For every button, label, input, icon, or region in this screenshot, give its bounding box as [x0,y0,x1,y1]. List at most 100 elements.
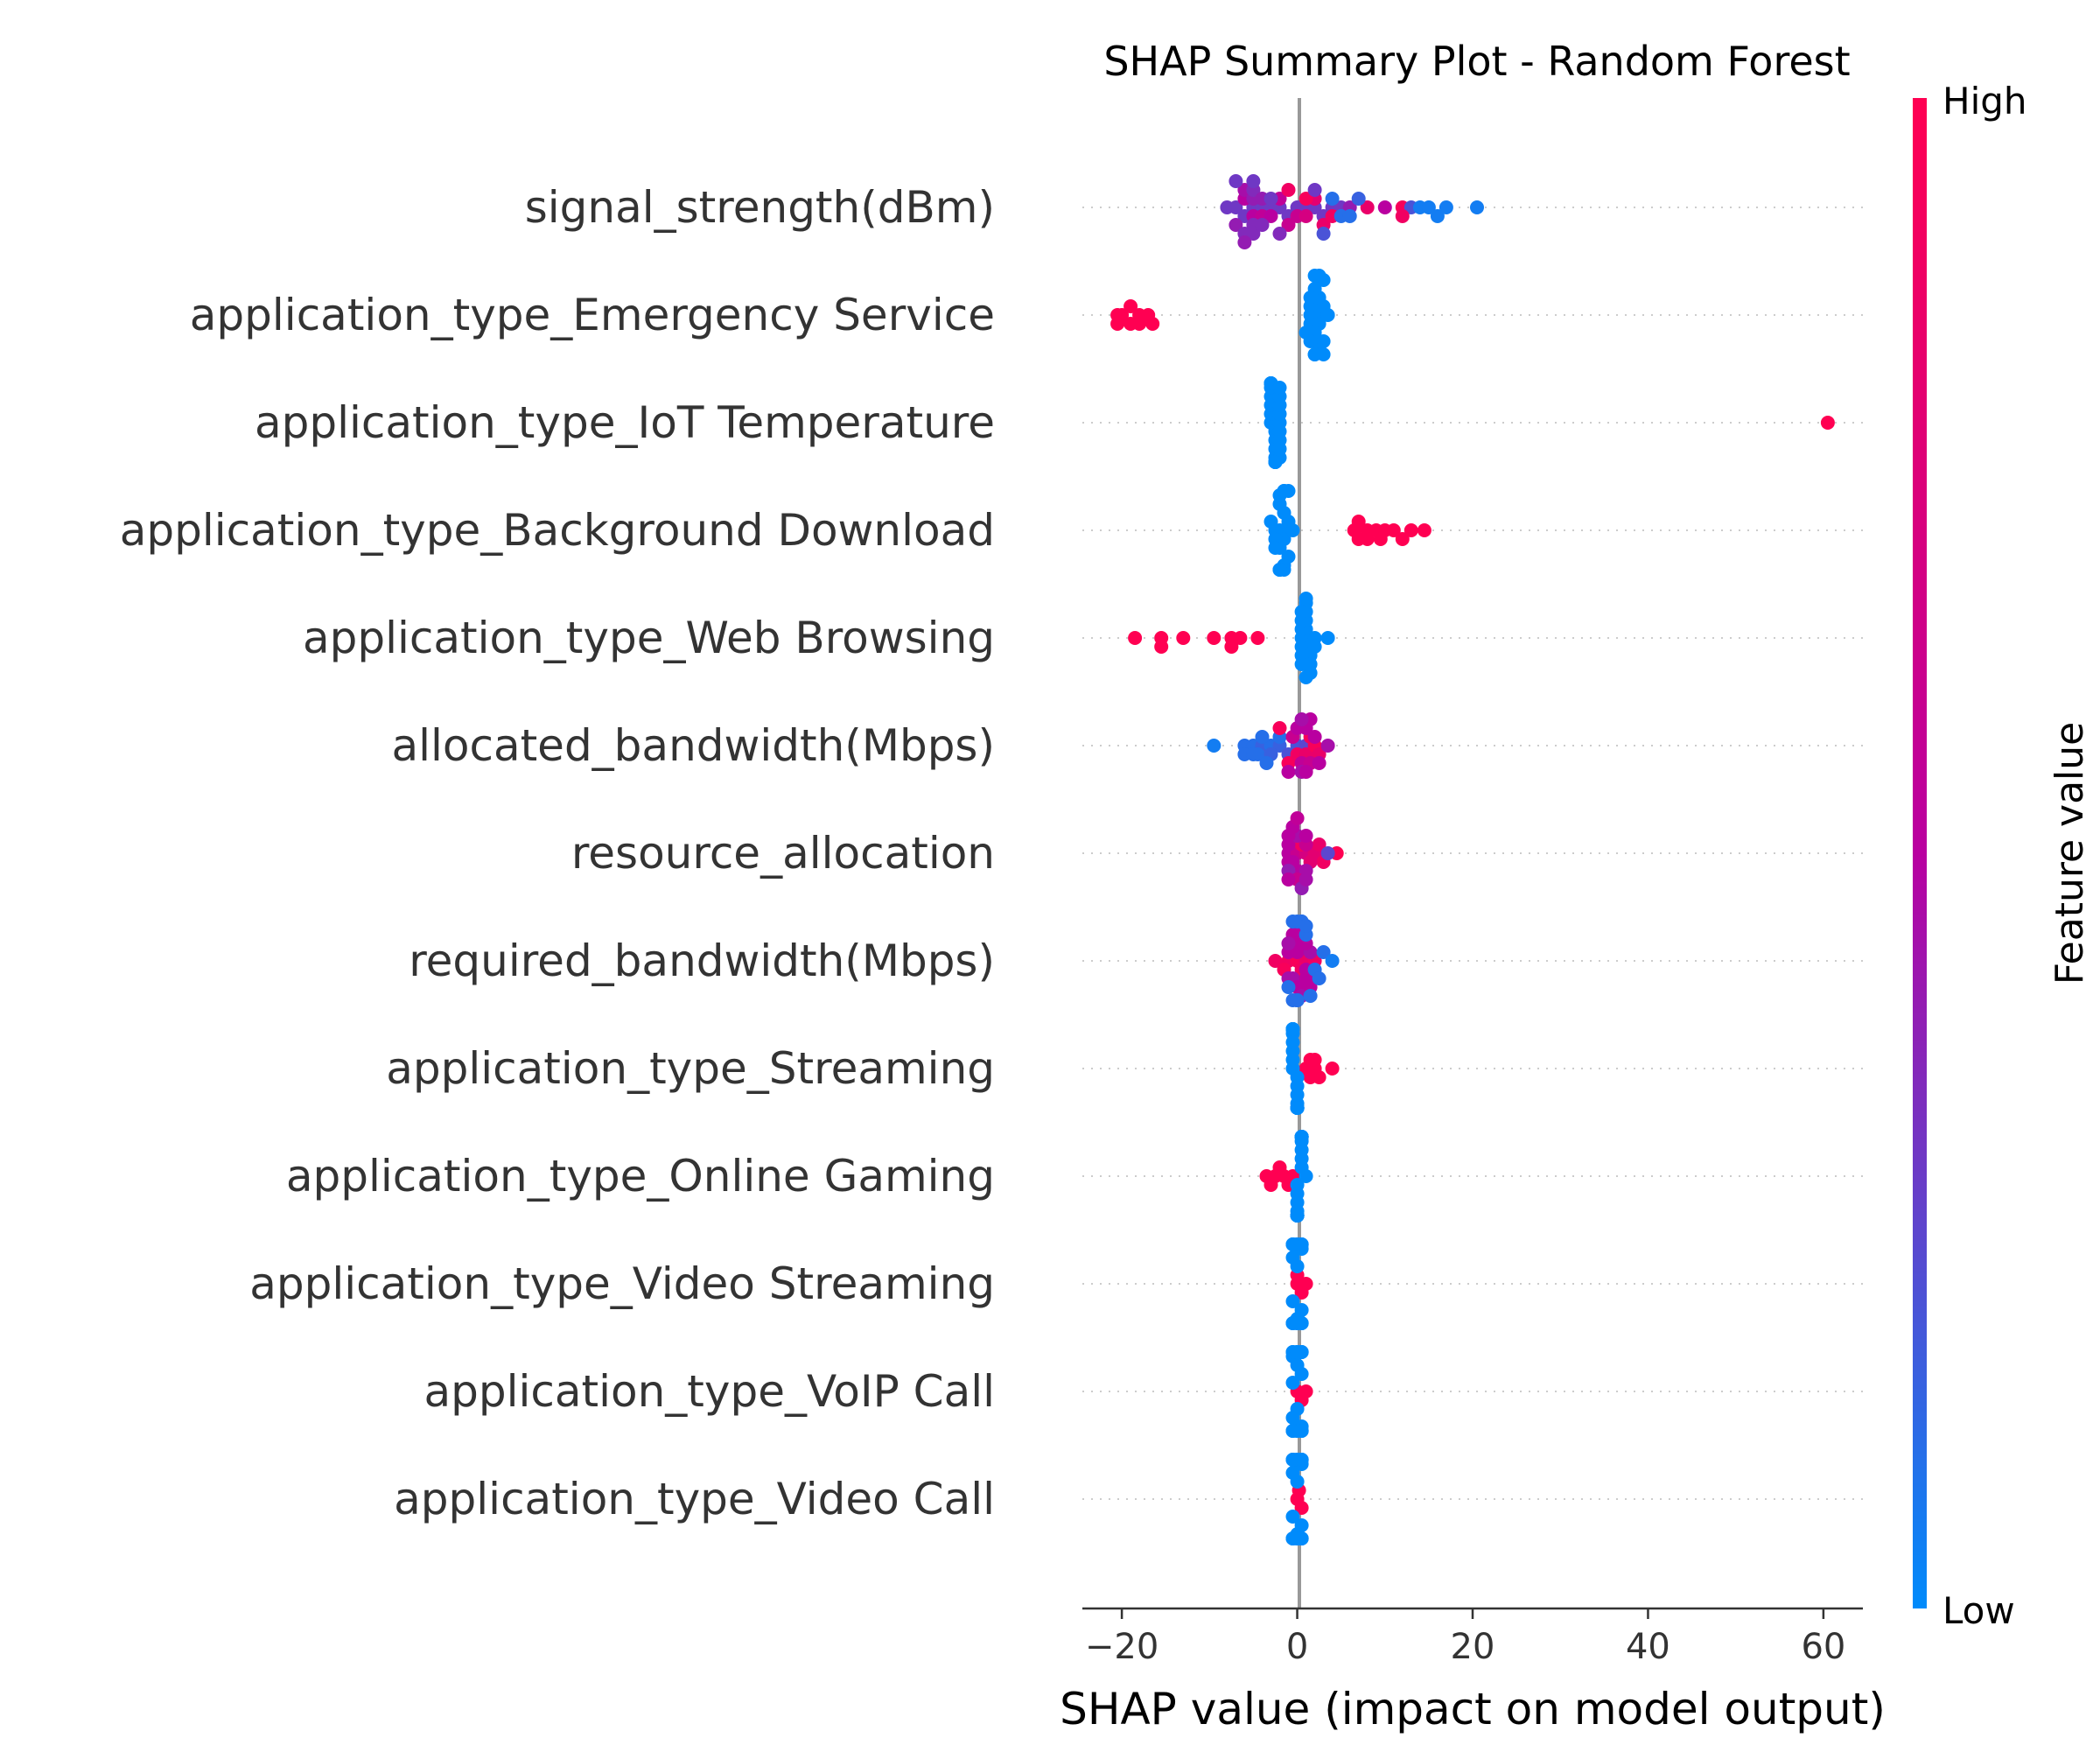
feature-label: application_type_Background Download [120,505,995,556]
shap-point [1290,993,1305,1007]
shap-point [1285,1411,1300,1425]
shap-point [1298,1169,1313,1183]
x-tick-label: −20 [1085,1627,1158,1667]
shap-point [1360,532,1375,546]
shap-point [1246,747,1261,761]
chart-title: SHAP Summary Plot - Random Forest [1103,38,1850,85]
shap-point [1128,631,1143,645]
shap-point [1294,1453,1309,1467]
shap-point [1342,209,1357,223]
shap-point [1285,1294,1300,1308]
shap-point [1320,739,1335,753]
shap-point [1268,455,1283,469]
feature-label: application_type_Online Gaming [286,1151,995,1202]
shap-point [1290,1316,1305,1330]
grid-lines [1082,207,1863,1500]
shap-point [1285,1376,1300,1390]
shap-point [1377,200,1392,214]
shap-point [1294,712,1309,726]
shap-point [1268,954,1283,968]
shap-point [1250,631,1265,645]
shap-point [1307,347,1322,361]
data-points [1110,174,1835,1545]
shap-point [1272,721,1287,735]
shap-point [1386,523,1401,537]
feature-label: resource_allocation [571,828,995,879]
shap-point [1307,269,1322,283]
shap-point [1325,192,1340,206]
shap-point [1259,756,1274,770]
shap-point [1320,846,1335,860]
feature-label: application_type_Emergency Service [190,290,995,340]
shap-point [1246,174,1261,188]
shap-point [1264,515,1278,529]
shap-point [1228,174,1243,188]
shap-point [1154,640,1169,654]
shap-point [1325,954,1340,968]
shap-point [1307,183,1322,197]
shap-point [1294,1130,1309,1144]
shap-point [1285,1466,1300,1480]
shap-point [1298,1277,1313,1291]
shap-point [1285,1510,1300,1524]
shap-point [1281,765,1296,779]
shap-point [1351,192,1366,206]
shap-point [1294,1424,1309,1438]
shap-point [1312,971,1326,985]
shap-point [1272,1160,1287,1174]
shap-point [1395,532,1410,546]
shap-point [1285,523,1300,537]
shap-point [1316,945,1331,959]
shap-point [1470,200,1484,214]
feature-label: application_type_Video Call [394,1474,995,1524]
shap-point [1430,209,1445,223]
shap-point [1320,308,1335,322]
shap-point [1281,183,1296,197]
shap-point [1281,980,1296,994]
shap-point [1277,484,1292,498]
x-tick-label: 40 [1626,1627,1670,1667]
shap-point [1316,227,1331,241]
shap-point [1290,1209,1305,1223]
shap-point [1228,200,1243,214]
shap-point [1298,192,1313,206]
shap-point [1285,1251,1300,1265]
shap-point [1312,756,1326,770]
shap-point [1132,317,1147,331]
shap-point [1303,989,1318,1003]
feature-label: application_type_Web Browsing [303,613,995,663]
colorbar-title: Feature value [2048,722,2092,985]
shap-point [1307,1053,1322,1067]
shap-point [1325,1062,1340,1076]
shap-point [1312,1070,1326,1084]
shap-point [1417,523,1432,537]
shap-point [1224,640,1239,654]
feature-label: application_type_Video Streaming [249,1258,995,1309]
shap-point [1228,218,1243,232]
shap-point [1176,631,1191,645]
shap-point [1110,317,1125,331]
shap-point [1290,1101,1305,1115]
shap-point [1264,192,1278,206]
feature-labels: signal_strength(dBm) application_type_Eme… [120,182,995,1524]
shap-point [1312,837,1326,851]
shap-point [1290,811,1305,825]
shap-point [1264,1178,1278,1192]
shap-point [1272,381,1287,395]
shap-point [1298,670,1313,684]
shap-point [1255,218,1270,232]
shap-point [1298,872,1313,887]
shap-point [1285,1022,1300,1036]
shap-point [1264,209,1278,223]
shap-point [1207,631,1222,645]
shap-point [1281,872,1296,887]
shap-point [1145,317,1160,331]
shap-point [1351,515,1366,529]
shap-point [1281,936,1296,950]
shap-point [1272,227,1287,241]
shap-point [1298,829,1313,843]
shap-point [1404,523,1418,537]
shap-point [1373,532,1388,546]
shap-point [1298,209,1313,223]
feature-label: application_type_VoIP Call [424,1366,995,1417]
